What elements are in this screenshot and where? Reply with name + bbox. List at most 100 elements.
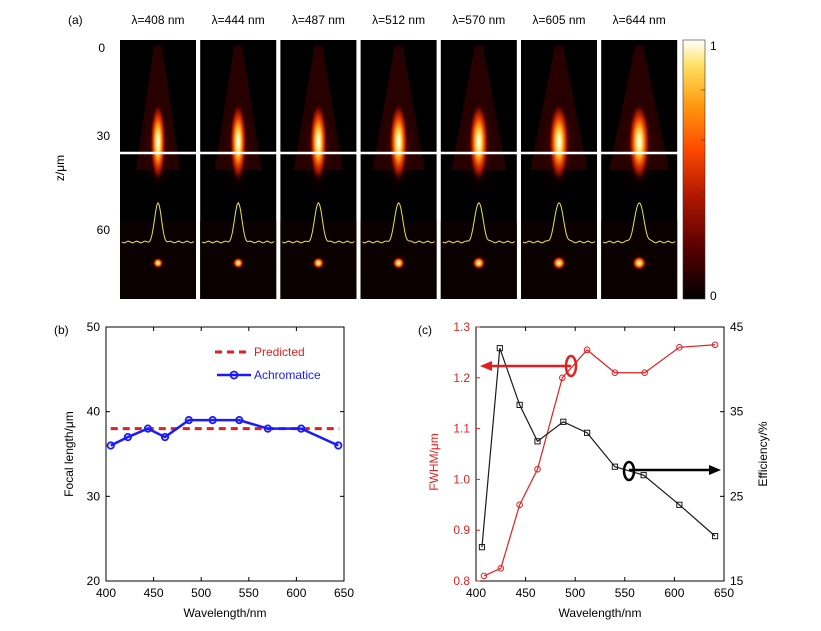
panel-a: (a) λ=408 nm λ=444 nm λ=487 nm λ=512 nm λ=57…: [53, 13, 717, 303]
fwhm-point: [676, 344, 683, 351]
wavelength-label: λ=408 nm: [131, 13, 184, 27]
y-left-tick-label: 1.1: [453, 422, 470, 436]
achromatic-point: [123, 432, 132, 442]
intensity-panel: [360, 40, 437, 299]
x-tick-label: 450: [144, 586, 164, 600]
x-tick-label: 600: [664, 586, 684, 600]
y-right-tick-label: 35: [730, 405, 744, 419]
intensity-profile: [362, 201, 435, 244]
intensity-profile: [121, 201, 195, 244]
x-tick-label: 400: [466, 586, 486, 600]
achromatic-point: [143, 424, 152, 433]
panel-a-label: (a): [68, 13, 83, 27]
achromatic-point: [235, 416, 244, 425]
efficiency-line: [481, 347, 716, 548]
x-tick-label: 500: [565, 586, 585, 600]
series-b: [106, 416, 343, 450]
achromatic-point: [263, 424, 272, 433]
efficiency-point: [516, 401, 523, 408]
efficiency-point: [640, 472, 647, 479]
focal-spot: [389, 102, 409, 182]
focal-spot: [628, 102, 651, 182]
y-tick-label: 50: [87, 320, 101, 334]
x-tick-label: 550: [239, 586, 259, 600]
x-axis-label-c: Wavelength/nm: [559, 606, 642, 620]
x-tick-label: 450: [516, 586, 536, 600]
intensity-profile: [201, 201, 275, 244]
focal-spot: [229, 102, 247, 182]
legend-marker-achromatic: [229, 370, 239, 380]
intensity-panel: [280, 40, 357, 299]
legend-label-achromatic: Achromatice: [254, 368, 321, 382]
panel-c: (c) 400 450 500 550 600 650 0.8 0.9 1.0 1.1 1.2 1.3…: [418, 320, 770, 620]
fwhm-point: [641, 369, 648, 377]
cross-section-spot: [552, 256, 566, 270]
intensity-profile: [602, 202, 676, 244]
intensity-profile: [442, 202, 516, 244]
panel-b-label: (b): [54, 323, 69, 337]
fwhm-point: [480, 572, 488, 580]
achromatic-point: [160, 432, 170, 442]
x-tick-label: 600: [286, 586, 306, 600]
achromatic-point: [184, 416, 193, 425]
efficiency-point: [676, 501, 683, 508]
fwhm-point: [497, 565, 505, 572]
achromatic-point: [208, 416, 217, 425]
z-tick-30: 30: [97, 129, 111, 143]
y-right-tick-label: 15: [730, 574, 744, 588]
intensity-panel: [440, 40, 517, 299]
efficiency-point: [584, 429, 591, 436]
y-left-tick-label: 1.0: [453, 472, 470, 486]
x-tick-label: 500: [191, 586, 211, 600]
y-tick-label: 30: [87, 489, 101, 503]
y-axis-label-b: Focal length/μm: [62, 411, 76, 497]
z-tick-0: 0: [98, 41, 105, 55]
y-right-tick-label: 45: [730, 320, 744, 334]
colorbar-tick-min: 0: [710, 289, 717, 303]
achromatic-point: [106, 441, 115, 450]
y-tick-label: 20: [87, 574, 101, 588]
intensity-panels: [120, 40, 678, 299]
plot-area-c: [475, 326, 725, 582]
cross-section-spot: [312, 257, 324, 269]
cross-section-spot: [632, 256, 646, 270]
right-arrow-head-icon: [709, 465, 721, 475]
wavelength-label: λ=570 nm: [452, 13, 505, 27]
y-left-tick-label: 1.3: [453, 320, 470, 334]
wavelength-label: λ=605 nm: [532, 13, 585, 27]
x-tick-label: 550: [615, 586, 635, 600]
achromatic-line: [110, 418, 339, 447]
cross-section-spot: [153, 258, 163, 268]
wavelength-label: λ=487 nm: [292, 13, 345, 27]
focal-spot: [548, 102, 570, 182]
efficiency-point: [496, 345, 503, 352]
legend-label-predicted: Predicted: [254, 345, 305, 359]
wavelength-label: λ=644 nm: [613, 13, 666, 27]
y-tick-label: 40: [87, 405, 101, 419]
cross-section-spot: [472, 256, 485, 270]
x-tick-label: 650: [334, 586, 354, 600]
y-left-tick-label: 1.2: [453, 371, 470, 385]
fwhm-point: [583, 346, 591, 354]
intensity-profile: [522, 202, 596, 244]
fwhm-point: [611, 369, 619, 377]
series-c: [478, 341, 719, 580]
z-axis-label: z/μm: [53, 155, 67, 181]
focal-spot: [150, 102, 166, 182]
y-right-tick-label: 25: [730, 489, 744, 503]
x-axis-label-b: Wavelength/nm: [184, 606, 267, 620]
fwhm-point: [711, 341, 719, 349]
right-axis-indicator: [622, 460, 721, 482]
plot-area-b: [105, 326, 345, 582]
intensity-panel: [521, 40, 597, 299]
wavelength-label: λ=444 nm: [212, 13, 265, 27]
left-axis-indicator: [480, 354, 578, 378]
z-tick-60: 60: [97, 223, 111, 237]
fwhm-point: [534, 465, 541, 473]
y-left-tick-label: 0.9: [453, 523, 470, 537]
axes-c: 400 450 500 550 600 650 0.8 0.9 1.0 1.1 1.2 1.3 15 25…: [453, 320, 743, 600]
fwhm-point: [516, 501, 523, 509]
fwhm-point: [559, 374, 566, 382]
efficiency-point: [611, 463, 618, 470]
